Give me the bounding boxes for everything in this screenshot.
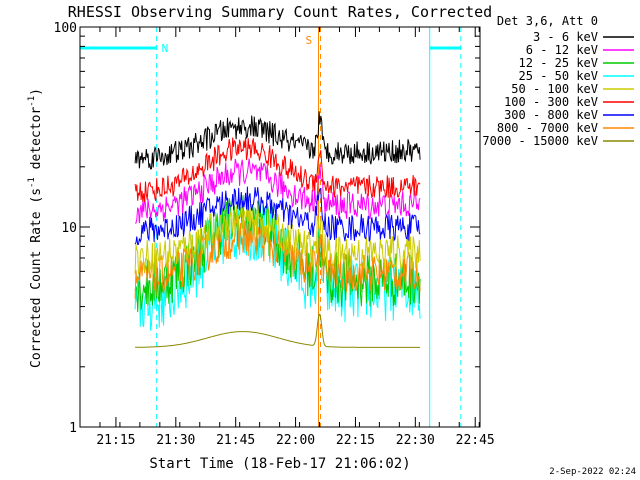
y-tick-label: 1: [69, 421, 77, 436]
y-tick-label: 100: [54, 21, 77, 36]
y-axis-label-sup2: -1: [27, 96, 37, 107]
x-tick-label: 22:15: [336, 433, 375, 448]
x-tick-label: 22:45: [456, 433, 495, 448]
series-line: [134, 186, 421, 246]
legend-entry: 100 - 300 keV: [504, 95, 598, 109]
y-axis-label-mid: detector: [29, 107, 44, 178]
y-axis-label: Corrected Count Rate (s-1 detector-1): [27, 88, 44, 368]
y-axis: 1 10 100: [54, 21, 480, 436]
chart-title: RHESSI Observing Summary Count Rates, Co…: [68, 3, 492, 21]
y-axis-label-sup1: -1: [27, 177, 37, 188]
x-tick-label: 21:45: [216, 433, 255, 448]
series-line: [134, 137, 421, 203]
x-tick-label: 22:00: [276, 433, 315, 448]
legend-entry: 800 - 7000 keV: [497, 121, 598, 135]
x-tick-label: 21:30: [156, 433, 195, 448]
legend-entry: 12 - 25 keV: [519, 56, 598, 70]
footer-timestamp: 2-Sep-2022 02:24: [549, 467, 636, 477]
series-line: [134, 111, 421, 170]
y-axis-label-end: ): [29, 88, 44, 96]
legend-header: Det 3,6, Att 0: [497, 14, 598, 28]
legend-entry: 50 - 100 keV: [511, 82, 598, 96]
saa-label: S: [306, 34, 313, 47]
x-axis: 21:15 21:30 21:45 22:00 22:15 22:30 22:45: [79, 27, 495, 448]
x-axis-label: Start Time (18-Feb-17 21:06:02): [149, 456, 410, 472]
legend-entry: 6 - 12 keV: [526, 43, 598, 57]
series-line: [135, 313, 421, 348]
x-tick-label: 21:15: [96, 433, 135, 448]
y-axis-label-main: Corrected Count Rate (s: [29, 188, 44, 368]
series-line: [135, 158, 421, 224]
legend-entry: 7000 - 15000 keV: [482, 134, 598, 148]
plot-area: NS: [79, 27, 462, 427]
x-tick-label: 22:30: [396, 433, 435, 448]
y-tick-label: 10: [61, 221, 77, 236]
legend-entry: 300 - 800 keV: [504, 108, 598, 122]
legend-entry: 25 - 50 keV: [519, 69, 598, 83]
legend-entry: 3 - 6 keV: [533, 30, 598, 44]
series-line: [134, 201, 421, 275]
night-label: N: [162, 42, 169, 55]
axes-frame: [79, 26, 481, 428]
